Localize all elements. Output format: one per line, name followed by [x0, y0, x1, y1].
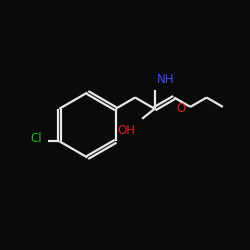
- Text: OH: OH: [118, 124, 136, 137]
- Text: NH: NH: [157, 72, 174, 86]
- Text: O: O: [176, 102, 186, 116]
- Text: Cl: Cl: [30, 132, 42, 145]
